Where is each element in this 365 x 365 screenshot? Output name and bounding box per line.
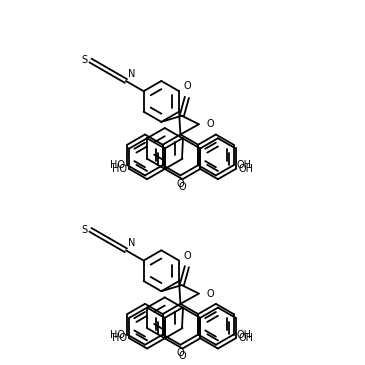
Text: O: O	[177, 178, 184, 189]
Text: O: O	[184, 250, 191, 261]
Text: HO: HO	[112, 333, 127, 343]
Text: O: O	[177, 348, 184, 358]
Text: OH: OH	[238, 333, 253, 343]
Text: O: O	[206, 119, 214, 129]
Text: O: O	[179, 182, 186, 192]
Text: OH: OH	[236, 160, 251, 170]
Text: S: S	[82, 55, 88, 65]
Text: OH: OH	[236, 330, 251, 339]
Text: OH: OH	[238, 164, 253, 174]
Text: S: S	[82, 225, 88, 235]
Text: HO: HO	[110, 160, 125, 170]
Text: N: N	[128, 69, 135, 79]
Text: O: O	[184, 81, 191, 91]
Text: O: O	[179, 351, 186, 361]
Text: HO: HO	[112, 164, 127, 174]
Text: N: N	[128, 238, 135, 248]
Text: HO: HO	[110, 330, 125, 339]
Text: O: O	[206, 289, 214, 299]
